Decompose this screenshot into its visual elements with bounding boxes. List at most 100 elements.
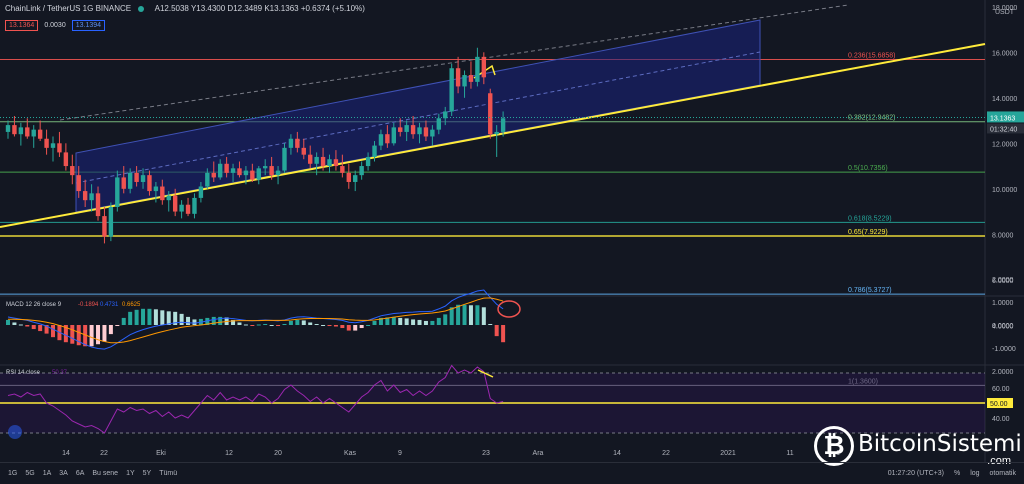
price-tick-label: 10.0000 [992, 187, 1017, 194]
candle-body [378, 134, 384, 146]
price-tick-label: 18.0000 [992, 5, 1017, 12]
candle-body [147, 175, 152, 192]
divergence-line [473, 64, 496, 79]
candle-body [333, 159, 339, 167]
macd-line [7, 289, 504, 350]
buy-price-chip[interactable]: 13.1394 [71, 20, 106, 31]
macd-histogram-bar [18, 324, 23, 326]
candle-body [37, 129, 43, 139]
candle-body [282, 147, 287, 171]
macd-histogram-bar [25, 325, 30, 327]
macd-tick-label: 2.0000 [992, 277, 1014, 284]
candle-body [115, 177, 120, 207]
macd-histogram-bar [282, 323, 287, 325]
macd-tick-label: -1.0000 [992, 346, 1016, 353]
macd-histogram-bar [288, 320, 293, 325]
candle-body [25, 127, 30, 137]
fib-level-label: 0.5(10.7356) [848, 165, 888, 172]
macd-histogram-bar [121, 317, 126, 325]
macd-histogram-bar [321, 325, 326, 326]
time-tick-label: 14 [62, 450, 70, 457]
candle-body [5, 125, 11, 132]
candle-body [211, 172, 216, 178]
timeframe-button[interactable]: 5G [25, 470, 35, 477]
rsi-tick-label: 60.00 [992, 386, 1010, 393]
candle-body [410, 125, 416, 135]
candle-body [217, 163, 223, 178]
macd-legend-value: -0.1894 [78, 302, 99, 308]
candle-body [250, 170, 255, 180]
candle-body [166, 195, 171, 201]
watermark-suffix: .com [987, 455, 1011, 467]
timeframe-button[interactable]: 6A [75, 470, 85, 477]
candle-body [468, 75, 474, 82]
macd-histogram-bar [256, 324, 261, 326]
macd-histogram-bar [462, 304, 467, 325]
macd-histogram-bar [314, 323, 319, 325]
fib-level-label: 0.65(7.9229) [848, 229, 888, 236]
timeframe-button[interactable]: 3A [59, 470, 68, 477]
macd-histogram-bar [436, 317, 441, 325]
time-tick-label: 23 [482, 450, 490, 457]
macd-histogram-bar [501, 325, 506, 343]
chart-settings-icon[interactable] [8, 425, 22, 439]
macd-histogram-bar [134, 309, 139, 325]
macd-histogram-bar [218, 316, 223, 325]
macd-histogram-bar [372, 320, 377, 325]
timeframe-button[interactable]: 1A [42, 470, 52, 477]
candle-body [172, 195, 178, 212]
candle-body [320, 156, 326, 167]
macd-histogram-bar [243, 324, 248, 326]
rsi-divergence-line [477, 369, 494, 378]
candle-body [404, 125, 409, 132]
timeframe-button[interactable]: 5Y [142, 470, 152, 477]
candle-body [269, 166, 274, 176]
candle-body [481, 56, 487, 78]
bottom-toolbar: 1G 5G 1A 3A 6A Bu sene 1Y 5Y Tümü 01:27:20 (UTC+… [0, 462, 1024, 484]
candle-body [359, 166, 364, 176]
candle-body [153, 186, 159, 192]
macd-histogram-bar [468, 305, 473, 325]
trade-chips: 13.1364 0.0030 13.1394 [5, 20, 106, 31]
timeframe-button[interactable]: 1G [8, 470, 18, 477]
macd-tick-label: 1.0000 [992, 300, 1014, 307]
price-tick-label: 4.0000 [992, 323, 1014, 330]
macd-histogram-bar [205, 317, 210, 325]
candle-body [423, 127, 429, 137]
percent-toggle[interactable]: % [953, 470, 961, 477]
macd-histogram-bar [237, 322, 242, 325]
timeframe-button[interactable]: Bu sene [92, 470, 119, 477]
timeframe-buttons: 1G 5G 1A 3A 6A Bu sene 1Y 5Y Tümü [8, 470, 177, 477]
auto-toggle[interactable]: otomatik [989, 470, 1016, 477]
rsi-value-badge [987, 398, 1013, 408]
sell-price-chip[interactable]: 13.1364 [5, 20, 39, 31]
price-tick-label: 14.0000 [992, 96, 1017, 103]
parallel-channel [75, 19, 761, 213]
candle-body [353, 175, 358, 182]
price-tick-label: 16.0000 [992, 50, 1017, 57]
candle-body [205, 172, 210, 187]
time-tick-label: 12 [225, 450, 233, 457]
fib-level-label: 1(1.3600) [848, 378, 878, 385]
candle-body [179, 204, 184, 212]
timeframe-button[interactable]: Tümü [159, 470, 178, 477]
symbol-label[interactable]: ChainLink / TetherUS 1G BINANCE [5, 4, 132, 13]
log-toggle[interactable]: log [970, 470, 980, 477]
macd-legend-value: 0.6625 [122, 302, 141, 308]
candle-body [89, 193, 94, 201]
candle-body [256, 168, 261, 180]
macd-histogram-bar [333, 325, 338, 327]
price-chart[interactable]: 0(20.1111)0.236(15.6858)0.382(12.9482)0.… [0, 0, 1024, 462]
candle-body [436, 118, 442, 130]
time-tick-label: 14 [613, 450, 621, 457]
timeframe-button[interactable]: 1Y [126, 470, 135, 477]
fib-level-label: 0.236(15.6858) [848, 52, 895, 59]
rsi-tick-label: 40.00 [992, 416, 1010, 423]
macd-histogram-bar [404, 318, 409, 325]
time-tick-label: 22 [100, 450, 108, 457]
bottom-right-controls: 01:27:20 (UTC+3) % log otomatik [888, 470, 1016, 477]
clock-readout[interactable]: 01:27:20 (UTC+3) [887, 470, 944, 477]
macd-histogram-bar [353, 325, 358, 331]
watermark-logo: ₿ BitcoinSistemi .com [814, 426, 1022, 470]
rsi-legend-value: 50.37 [52, 370, 68, 376]
